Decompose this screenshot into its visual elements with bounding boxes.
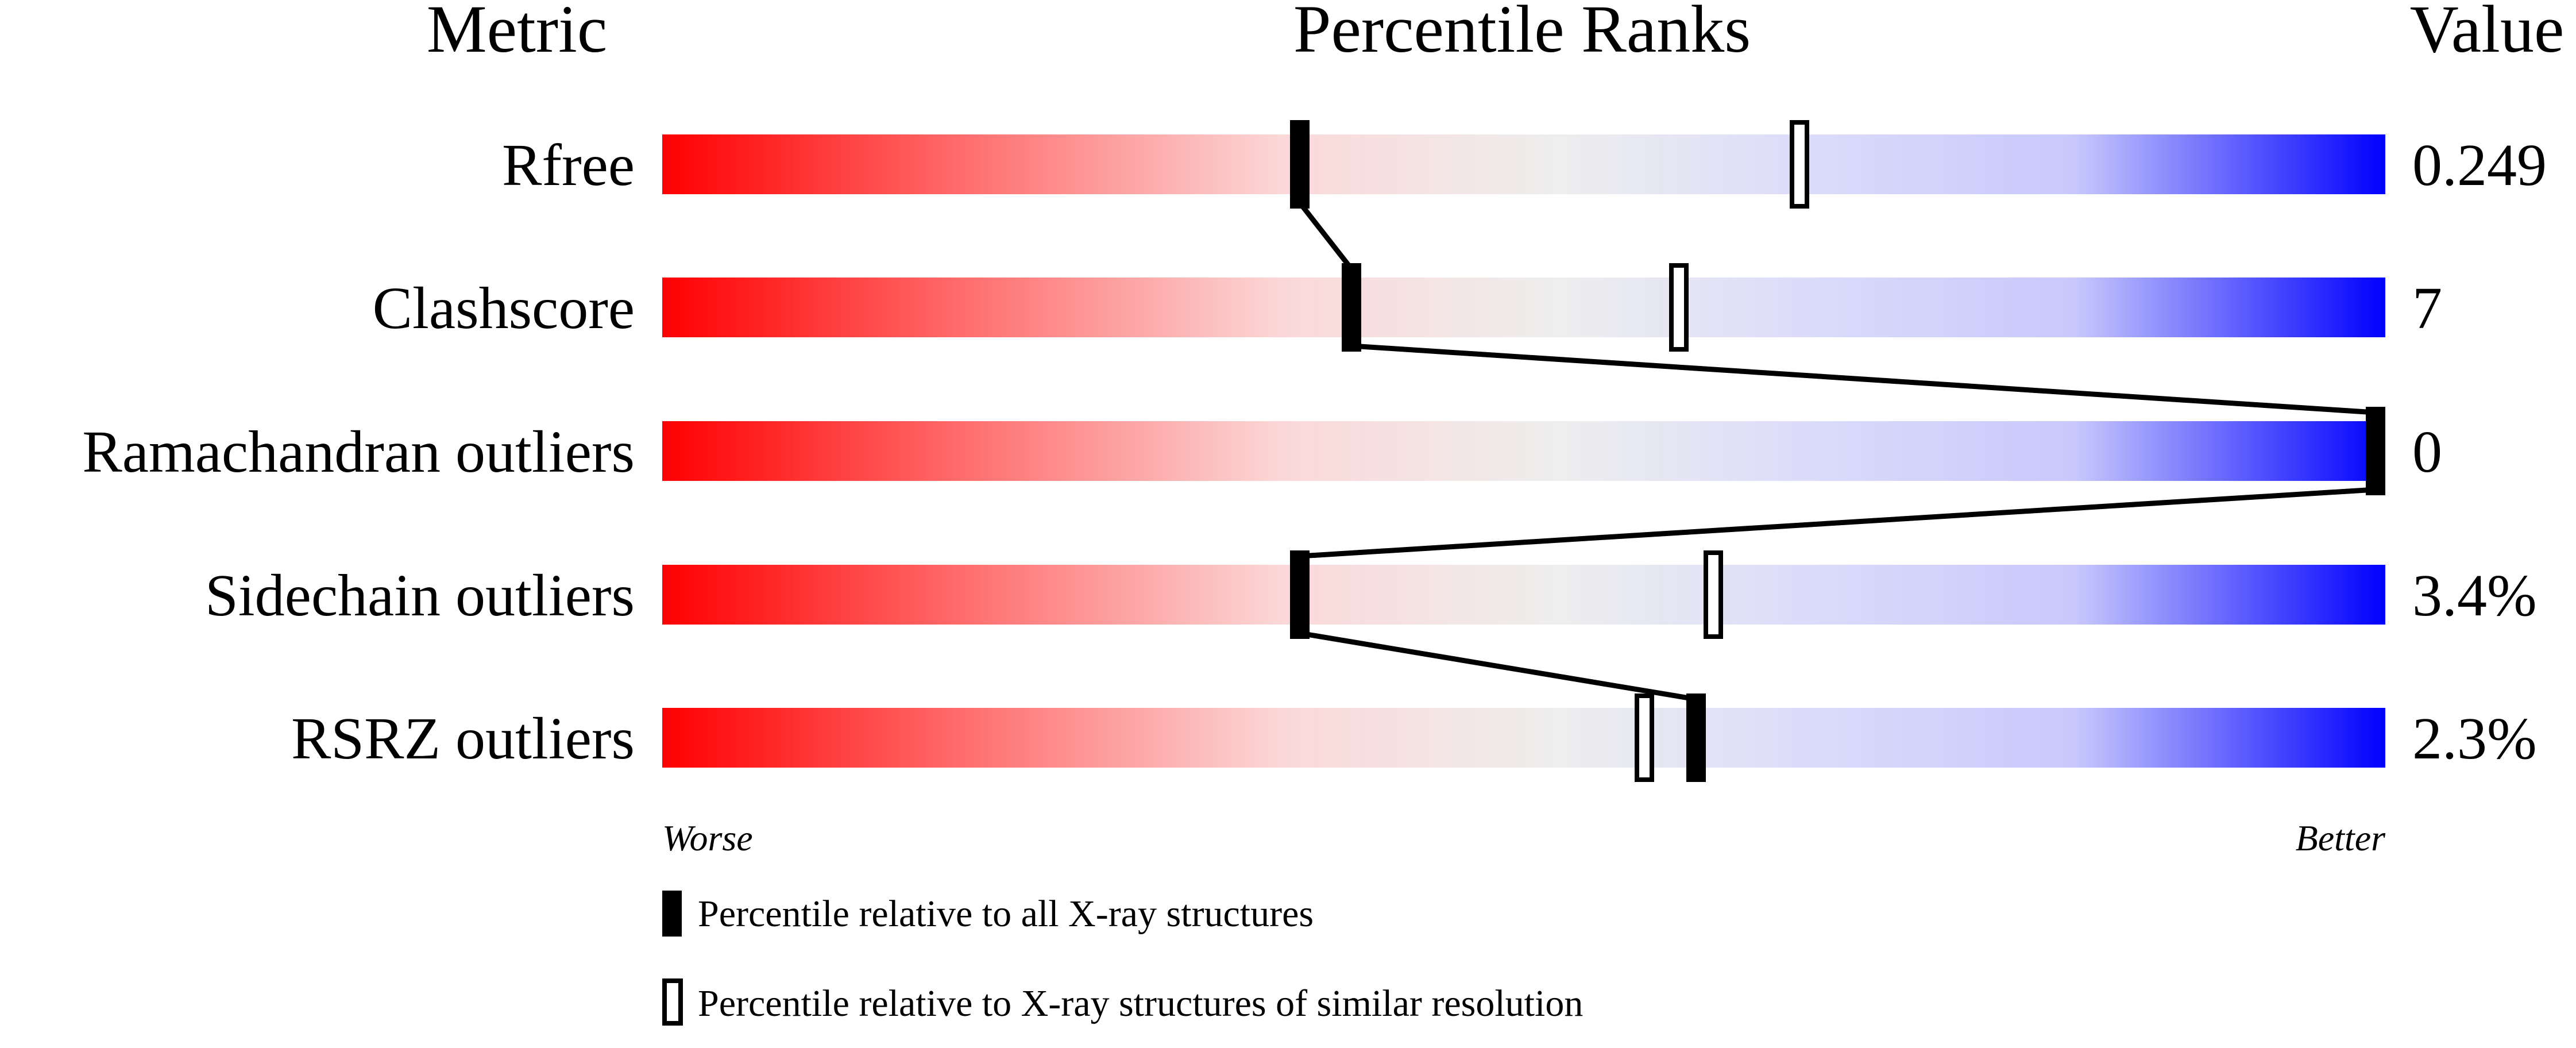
percentile-bar (662, 708, 2385, 768)
legend-all-label: Percentile relative to all X-ray structu… (698, 893, 1314, 935)
marker-similar-resolution (1669, 263, 1689, 352)
marker-all-structures (1290, 120, 1310, 209)
metric-label: Ramachandran outliers (82, 419, 635, 485)
metric-label: RSRZ outliers (291, 706, 635, 772)
header-percentile-ranks: Percentile Ranks (1293, 0, 1751, 67)
percentile-bar (662, 421, 2385, 481)
connector-line (1351, 343, 2376, 415)
marker-all-structures (1290, 550, 1310, 639)
marker-all-structures (1686, 693, 1706, 782)
header-value: Value (2410, 0, 2565, 67)
legend-similar-label: Percentile relative to X-ray structures … (698, 982, 1583, 1024)
metric-label: Clashscore (373, 275, 635, 341)
legend-all-swatch (662, 891, 682, 937)
marker-all-structures (1342, 263, 1361, 352)
metric-label: Rfree (502, 132, 635, 198)
header-metric: Metric (427, 0, 608, 67)
marker-all-structures (2366, 407, 2385, 495)
connector-line (1299, 487, 2376, 559)
metric-label: Sidechain outliers (205, 562, 635, 629)
metric-value: 0.249 (2412, 132, 2547, 198)
percentile-bar (662, 278, 2385, 337)
percentile-bar (662, 134, 2385, 194)
connector-line (1297, 201, 1354, 271)
metric-value: 7 (2412, 275, 2442, 341)
metric-value: 2.3% (2412, 706, 2537, 772)
legend-similar-swatch (662, 978, 683, 1026)
axis-label-better: Better (2296, 818, 2386, 858)
axis-label-worse: Worse (662, 818, 753, 858)
marker-similar-resolution (1704, 550, 1723, 639)
marker-similar-resolution (1790, 120, 1809, 209)
percentile-bar (662, 565, 2385, 625)
metric-value: 3.4% (2412, 562, 2537, 629)
connector-line (1299, 630, 1697, 702)
marker-similar-resolution (1635, 693, 1654, 782)
metric-value: 0 (2412, 419, 2442, 485)
